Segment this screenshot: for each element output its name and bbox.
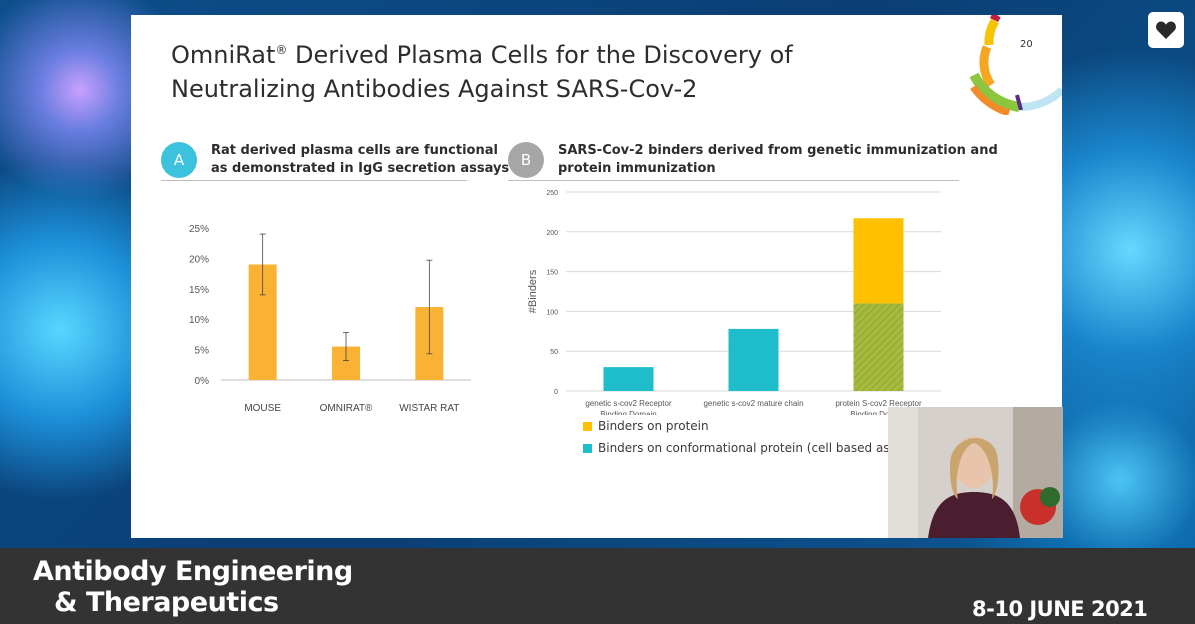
y-tick-label: 15% xyxy=(189,285,209,296)
chart-a-igg-secretion: 0% 5% 10% 15% 20% 25% MOUSE OMNIRAT® WISTAR RAT xyxy=(189,224,471,414)
panel-b-header: B SARS-Cov-2 binders derived from geneti… xyxy=(508,142,998,178)
panel-b-heading-line2: protein immunization xyxy=(558,161,716,176)
y-tick-label: 20% xyxy=(189,254,209,265)
panel-b-divider xyxy=(508,180,959,181)
chart-b-legend: Binders on protein Binders on conformati… xyxy=(583,415,915,459)
bar-segment xyxy=(853,303,904,391)
y-tick-label: 10% xyxy=(189,315,209,326)
registered-mark: ® xyxy=(275,43,288,57)
panel-a-heading: Rat derived plasma cells are functional … xyxy=(211,142,509,178)
y-tick-label: 150 xyxy=(546,270,558,277)
bar-segment xyxy=(728,328,779,391)
x-tick-label: genetic s-cov2 mature chain xyxy=(703,399,803,408)
speaker-webcam xyxy=(888,407,1063,538)
x-tick-label: Binding Domain xyxy=(850,410,906,415)
y-tick-label: 0% xyxy=(195,376,210,387)
x-tick-label: genetic s-cov2 Receptor xyxy=(585,399,672,408)
y-tick-label: 5% xyxy=(195,346,210,357)
event-brand-line2: & Therapeutics xyxy=(54,587,279,618)
slide-title: OmniRat® Derived Plasma Cells for the Di… xyxy=(171,33,871,106)
y-tick-label: 200 xyxy=(546,230,558,237)
event-dates: 8-10 JUNE 2021 xyxy=(972,597,1148,621)
legend-swatch-yellow xyxy=(583,421,592,431)
legend-label: Binders on conformational protein (cell … xyxy=(598,441,915,455)
legend-label: Binders on protein xyxy=(598,419,709,433)
y-axis-label: #Binders xyxy=(527,269,539,313)
like-button[interactable] xyxy=(1148,12,1184,48)
x-tick-label: OMNIRAT® xyxy=(320,403,373,414)
heart-icon xyxy=(1156,21,1176,39)
panel-b-badge: B xyxy=(508,142,544,178)
x-tick-label: MOUSE xyxy=(244,403,281,414)
chart-b-binders: 0 50 100 150 200 250 #Binders genetic s-cov2 Re… xyxy=(527,190,941,415)
panel-a-heading-line1: Rat derived plasma cells are functional xyxy=(211,143,498,158)
panel-a-badge: A xyxy=(161,142,197,178)
y-tick-label: 0 xyxy=(554,389,558,396)
panel-b-heading-line1: SARS-Cov-2 binders derived from genetic … xyxy=(558,143,998,158)
legend-swatch-teal xyxy=(583,443,592,453)
y-tick-label: 100 xyxy=(546,309,558,316)
event-footer-bar: Antibody Engineering & Therapeutics 8-10… xyxy=(0,548,1195,624)
panel-b-heading: SARS-Cov-2 binders derived from genetic … xyxy=(558,142,998,178)
presentation-slide: OmniRat® Derived Plasma Cells for the Di… xyxy=(131,15,1062,538)
event-brand-line1: Antibody Engineering xyxy=(33,556,353,587)
bar-segment xyxy=(853,218,904,304)
x-tick-label: Binding Domain xyxy=(600,410,656,415)
slide-number: 20 xyxy=(1020,39,1033,50)
panel-a-header: A Rat derived plasma cells are functiona… xyxy=(161,142,509,178)
legend-item: Binders on protein xyxy=(583,415,915,437)
x-tick-label: WISTAR RAT xyxy=(399,403,459,414)
title-text-rest: Derived Plasma Cells for the Discovery o… xyxy=(287,41,793,69)
y-tick-label: 50 xyxy=(550,349,558,356)
panel-a-heading-line2: as demonstrated in IgG secretion assays xyxy=(211,161,510,176)
panel-a-divider xyxy=(161,180,467,181)
decorative-ring-graphic xyxy=(969,15,1062,115)
y-tick-label: 250 xyxy=(546,190,558,197)
speaker-video-frame xyxy=(888,407,1063,538)
title-line-2: Neutralizing Antibodies Against SARS-Cov… xyxy=(171,75,698,103)
legend-item: Binders on conformational protein (cell … xyxy=(583,437,915,459)
title-text-part: OmniRat xyxy=(171,41,276,69)
bar-segment xyxy=(603,367,654,391)
y-tick-label: 25% xyxy=(189,224,209,235)
x-tick-label: protein S-cov2 Receptor xyxy=(835,399,922,408)
